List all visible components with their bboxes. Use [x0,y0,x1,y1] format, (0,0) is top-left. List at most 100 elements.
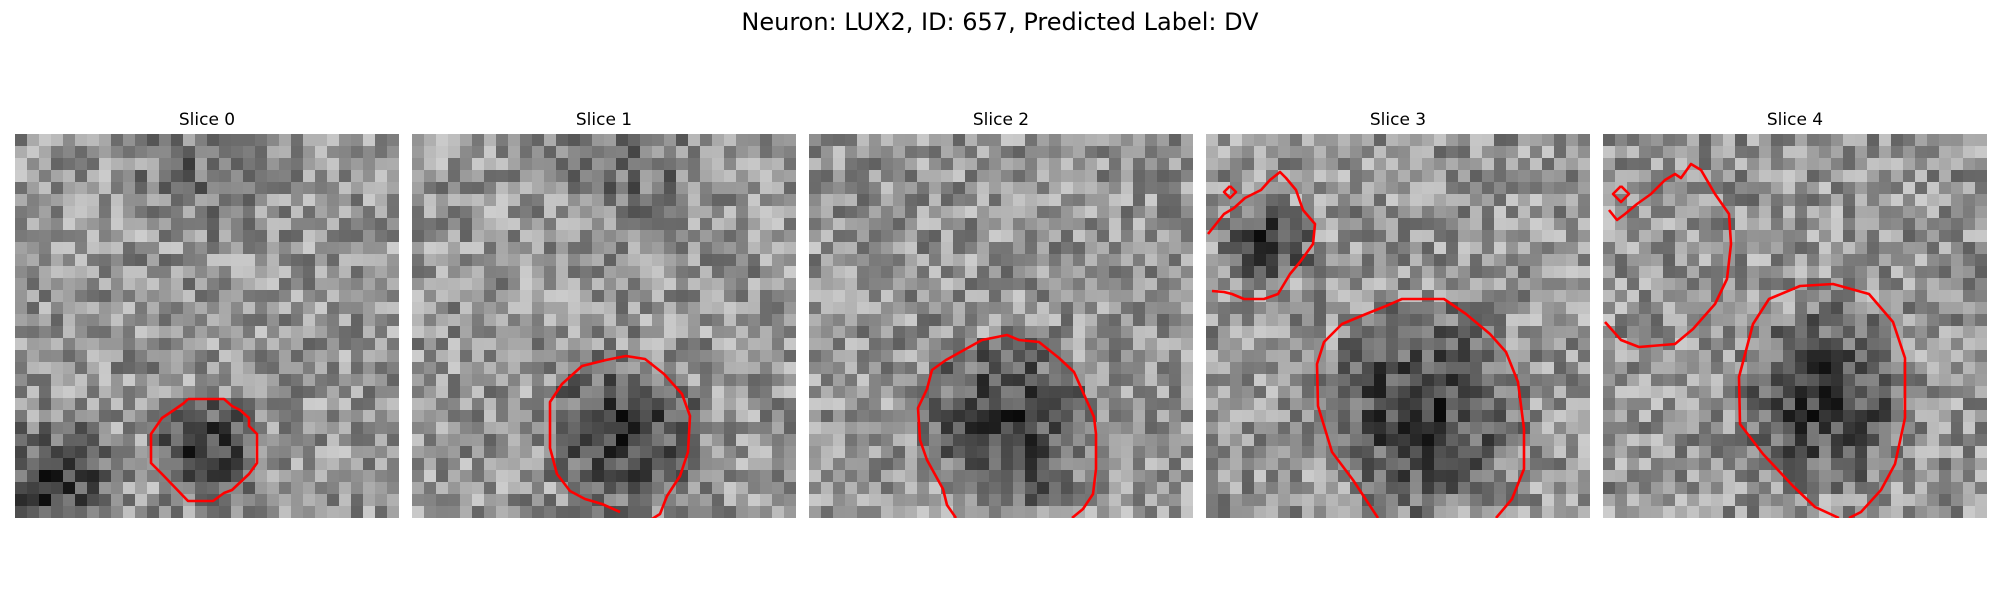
image-pixel [1927,170,1940,183]
image-pixel [1651,326,1664,339]
image-pixel [893,446,906,459]
image-pixel [39,422,52,435]
image-pixel [748,482,761,495]
image-pixel [724,158,737,171]
image-pixel [688,458,701,471]
image-pixel [1290,206,1303,219]
image-pixel [99,338,112,351]
image-pixel [1073,134,1086,147]
image-pixel [99,386,112,399]
image-pixel [1157,290,1170,303]
image-pixel [676,182,689,195]
image-pixel [1374,290,1387,303]
image-pixel [436,362,449,375]
image-pixel [195,350,208,363]
image-pixel [652,458,665,471]
image-pixel [652,182,665,195]
image-pixel [1169,266,1182,279]
image-pixel [375,386,388,399]
image-pixel [1422,458,1435,471]
image-pixel [1675,374,1688,387]
image-pixel [1278,350,1291,363]
image-pixel [424,362,437,375]
image-pixel [1951,158,1964,171]
image-pixel [1121,254,1134,267]
image-pixel [1302,170,1315,183]
image-pixel [99,494,112,507]
image-pixel [1422,350,1435,363]
image-pixel [1578,206,1590,219]
image-pixel [809,434,822,447]
image-pixel [616,194,629,207]
image-pixel [1109,362,1122,375]
image-pixel [63,254,76,267]
image-pixel [1254,338,1267,351]
image-pixel [640,398,653,411]
image-pixel [784,326,796,339]
image-pixel [508,230,521,243]
image-pixel [616,290,629,303]
image-pixel [1807,290,1820,303]
image-pixel [1073,338,1086,351]
image-pixel [496,362,509,375]
image-pixel [1242,362,1255,375]
image-pixel [580,398,593,411]
image-pixel [496,494,509,507]
image-pixel [27,506,40,518]
image-pixel [917,218,930,231]
image-pixel [893,290,906,303]
image-pixel [532,230,545,243]
image-pixel [1903,326,1916,339]
image-pixel [15,410,28,423]
image-pixel [484,134,497,147]
image-pixel [1494,218,1507,231]
image-pixel [628,302,641,315]
image-pixel [1218,314,1231,327]
image-pixel [905,146,918,159]
image-pixel [1434,314,1447,327]
image-pixel [135,278,148,291]
image-pixel [1699,218,1712,231]
image-pixel [1915,134,1928,147]
image-pixel [1759,410,1772,423]
image-pixel [1314,158,1327,171]
image-pixel [183,506,196,518]
image-pixel [1566,482,1579,495]
image-pixel [1230,422,1243,435]
image-pixel [315,290,328,303]
image-pixel [1326,362,1339,375]
image-pixel [1290,494,1303,507]
image-pixel [195,434,208,447]
image-pixel [568,230,581,243]
image-pixel [1181,506,1193,518]
image-pixel [1061,290,1074,303]
image-pixel [279,326,292,339]
image-pixel [616,446,629,459]
image-pixel [1506,386,1519,399]
image-pixel [953,398,966,411]
image-pixel [207,434,220,447]
image-pixel [1001,350,1014,363]
image-pixel [1891,410,1904,423]
image-pixel [243,206,256,219]
image-pixel [135,506,148,518]
image-pixel [712,242,725,255]
image-pixel [1747,254,1760,267]
image-pixel [63,134,76,147]
image-pixel [1302,266,1315,279]
image-pixel [1398,242,1411,255]
image-pixel [640,458,653,471]
image-pixel [363,434,376,447]
image-pixel [111,158,124,171]
image-pixel [833,158,846,171]
image-pixel [1855,206,1868,219]
image-pixel [1001,446,1014,459]
image-pixel [1759,422,1772,435]
image-pixel [977,182,990,195]
image-pixel [1482,446,1495,459]
image-pixel [1663,230,1676,243]
image-pixel [63,170,76,183]
image-pixel [135,422,148,435]
image-pixel [231,302,244,315]
image-pixel [688,506,701,518]
